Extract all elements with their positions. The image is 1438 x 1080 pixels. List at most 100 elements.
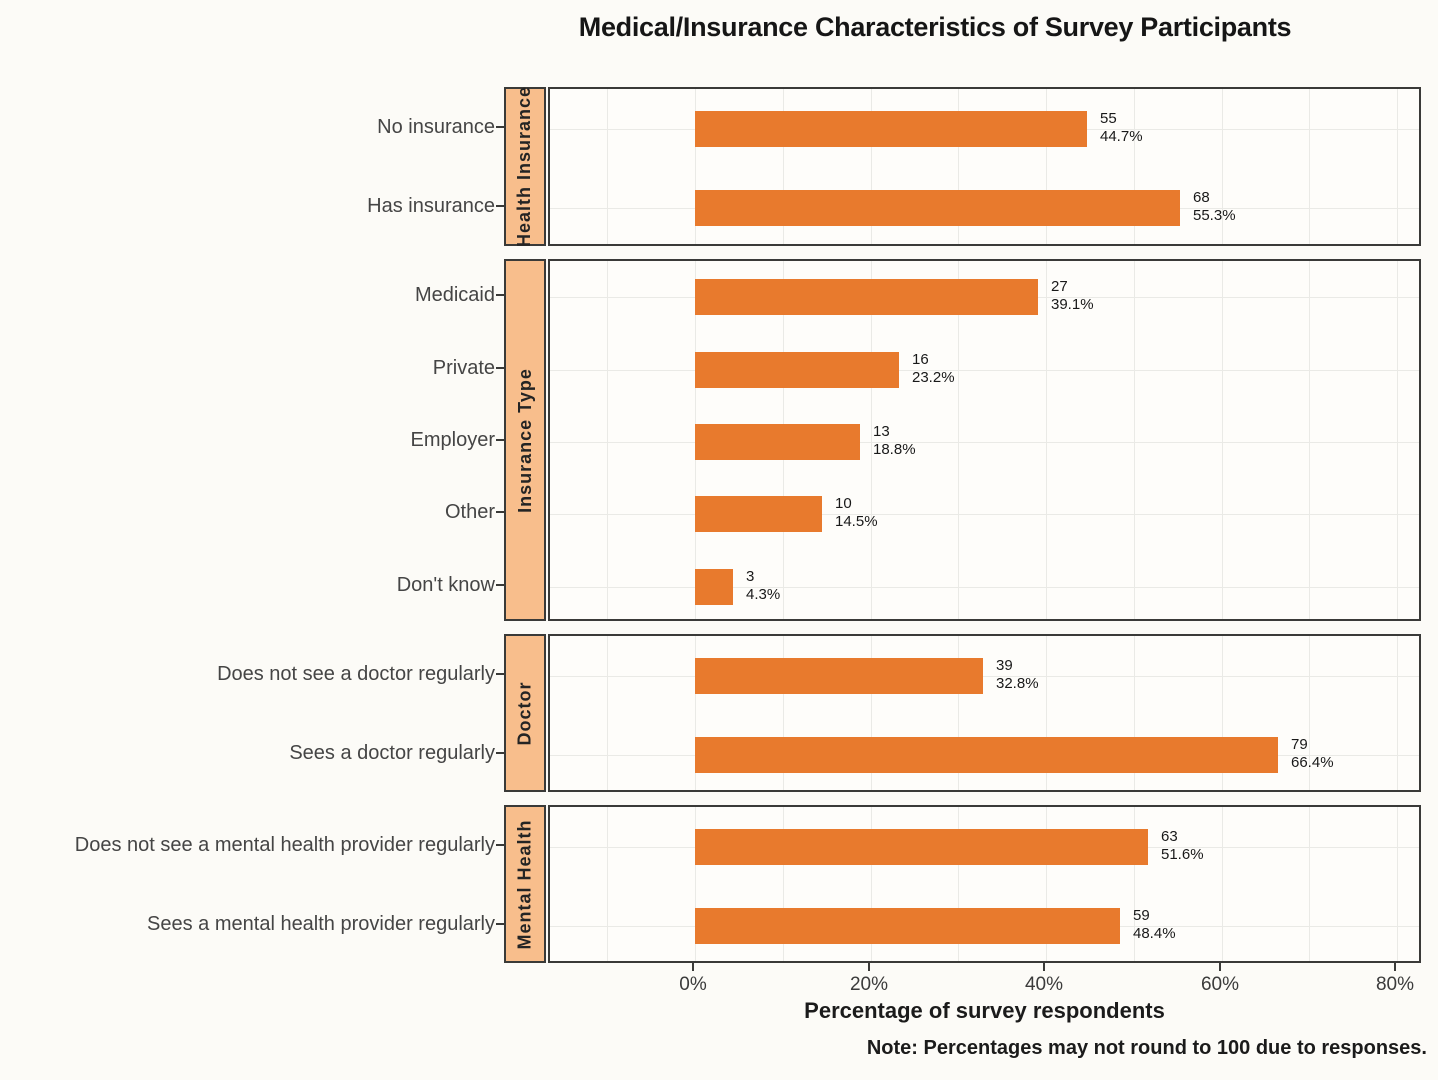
y-axis-tick bbox=[496, 511, 504, 513]
value-percent: 55.3% bbox=[1193, 207, 1236, 224]
value-label: 27 39.1% bbox=[1051, 278, 1094, 314]
gridline-vertical bbox=[871, 89, 872, 244]
bar bbox=[695, 111, 1087, 147]
gridline-vertical bbox=[958, 807, 959, 961]
value-percent: 44.7% bbox=[1100, 128, 1143, 145]
value-count: 13 bbox=[873, 423, 890, 440]
gridline-vertical bbox=[1046, 636, 1047, 790]
gridline-vertical bbox=[783, 807, 784, 961]
x-axis-tick-label: 80% bbox=[1375, 974, 1415, 995]
gridline-vertical bbox=[1397, 89, 1398, 244]
category-label: Sees a doctor regularly bbox=[289, 742, 495, 764]
x-axis-tick-label: 40% bbox=[1024, 974, 1064, 995]
x-axis-tick bbox=[868, 963, 870, 971]
facet-panel: 27 39.1% 16 23.2% 13 18.8% 10 14.5% 3 4.3% bbox=[548, 259, 1421, 621]
gridline-vertical bbox=[871, 807, 872, 961]
category-label: Has insurance bbox=[367, 195, 495, 217]
gridline-horizontal bbox=[550, 370, 1419, 371]
bar bbox=[695, 737, 1278, 773]
y-axis-tick bbox=[496, 752, 504, 754]
gridline-vertical bbox=[607, 261, 608, 619]
x-axis-tick bbox=[1219, 963, 1221, 971]
bar bbox=[695, 569, 733, 605]
category-label: Employer bbox=[410, 429, 495, 451]
facet-strip: Health Insurance bbox=[504, 86, 546, 247]
gridline-vertical bbox=[1397, 636, 1398, 790]
facet-panel: 39 32.8% 79 66.4% bbox=[548, 634, 1421, 792]
value-percent: 18.8% bbox=[873, 441, 916, 458]
gridline-vertical bbox=[695, 807, 696, 961]
category-label: Private bbox=[432, 357, 495, 379]
value-count: 79 bbox=[1291, 736, 1308, 753]
category-label: Medicaid bbox=[414, 284, 495, 306]
bar bbox=[695, 424, 860, 460]
gridline-vertical bbox=[958, 89, 959, 244]
gridline-vertical bbox=[1222, 636, 1223, 790]
value-percent: 51.6% bbox=[1161, 846, 1204, 863]
x-axis-tick-label: 60% bbox=[1200, 974, 1240, 995]
gridline-vertical bbox=[871, 261, 872, 619]
value-label: 79 66.4% bbox=[1291, 736, 1334, 772]
y-axis-tick bbox=[496, 844, 504, 846]
value-count: 3 bbox=[746, 568, 755, 585]
facet-strip-label: Doctor bbox=[514, 681, 535, 745]
value-count: 63 bbox=[1161, 828, 1178, 845]
gridline-vertical bbox=[958, 261, 959, 619]
gridline-horizontal bbox=[550, 442, 1419, 443]
value-percent: 32.8% bbox=[996, 675, 1039, 692]
value-percent: 66.4% bbox=[1291, 754, 1334, 771]
y-axis-tick bbox=[496, 673, 504, 675]
category-label: Don't know bbox=[396, 574, 495, 596]
chart-title: Medical/Insurance Characteristics of Sur… bbox=[578, 12, 1292, 42]
facet-panel: 63 51.6% 59 48.4% bbox=[548, 805, 1421, 963]
gridline-vertical bbox=[1046, 807, 1047, 961]
footnote: Note: Percentages may not round to 100 d… bbox=[866, 1037, 1427, 1059]
value-label: 13 18.8% bbox=[873, 423, 916, 459]
gridline-vertical bbox=[1046, 261, 1047, 619]
value-count: 27 bbox=[1051, 278, 1068, 295]
value-label: 63 51.6% bbox=[1161, 828, 1204, 864]
value-label: 39 32.8% bbox=[996, 657, 1039, 693]
gridline-vertical bbox=[1046, 89, 1047, 244]
value-label: 3 4.3% bbox=[746, 568, 780, 604]
gridline-vertical bbox=[783, 89, 784, 244]
facet-strip: Doctor bbox=[504, 634, 546, 792]
category-label: Does not see a doctor regularly bbox=[217, 663, 495, 685]
gridline-vertical bbox=[1309, 89, 1310, 244]
value-percent: 23.2% bbox=[912, 369, 955, 386]
x-axis-tick bbox=[692, 963, 694, 971]
x-axis-tick bbox=[1394, 963, 1396, 971]
gridline-vertical bbox=[1134, 89, 1135, 244]
gridline-vertical bbox=[1222, 89, 1223, 244]
y-axis-tick bbox=[496, 367, 504, 369]
x-axis-title: Percentage of survey respondents bbox=[804, 998, 1165, 1023]
bar bbox=[695, 190, 1180, 226]
y-axis-tick bbox=[496, 439, 504, 441]
bar bbox=[695, 279, 1038, 315]
gridline-horizontal bbox=[550, 514, 1419, 515]
facet-strip-label: Insurance Type bbox=[514, 367, 535, 513]
gridline-vertical bbox=[695, 89, 696, 244]
y-axis-tick bbox=[496, 923, 504, 925]
bar bbox=[695, 829, 1148, 865]
y-axis-tick bbox=[496, 584, 504, 586]
value-label: 10 14.5% bbox=[835, 495, 878, 531]
category-label: Sees a mental health provider regularly bbox=[147, 913, 495, 935]
gridline-vertical bbox=[871, 636, 872, 790]
value-count: 39 bbox=[996, 657, 1013, 674]
x-axis-tick bbox=[1043, 963, 1045, 971]
facet-strip-label: Mental Health bbox=[514, 818, 535, 950]
value-count: 55 bbox=[1100, 110, 1117, 127]
value-percent: 39.1% bbox=[1051, 296, 1094, 313]
value-label: 55 44.7% bbox=[1100, 110, 1143, 146]
gridline-vertical bbox=[607, 807, 608, 961]
y-axis-tick bbox=[496, 294, 504, 296]
facet-strip: Mental Health bbox=[504, 805, 546, 963]
gridline-vertical bbox=[1397, 261, 1398, 619]
gridline-vertical bbox=[1134, 636, 1135, 790]
value-percent: 48.4% bbox=[1133, 925, 1176, 942]
gridline-vertical bbox=[607, 89, 608, 244]
bar bbox=[695, 496, 822, 532]
y-axis-tick bbox=[496, 205, 504, 207]
